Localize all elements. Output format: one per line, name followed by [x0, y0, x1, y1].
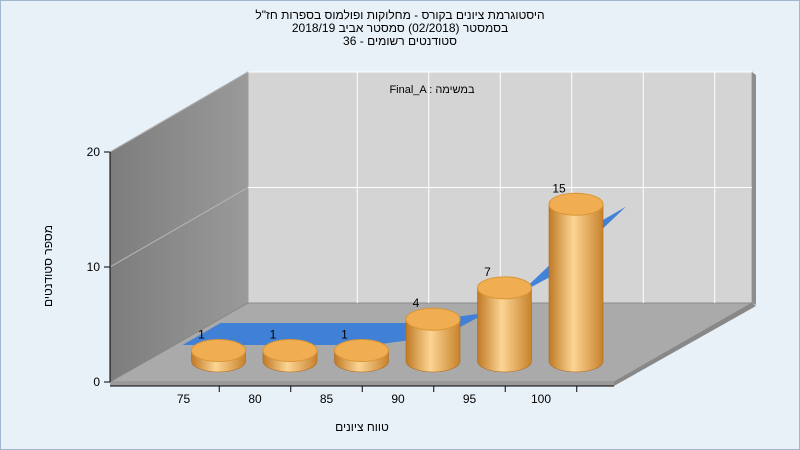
title-line-2: בסמסטר (02/2018) סמסטר אביב 2018/19	[291, 21, 509, 35]
y-axis-label: מספר סטודנטים	[41, 225, 55, 307]
x-tick-label: 95	[463, 392, 477, 406]
gridline-side	[109, 187, 249, 268]
bar-top	[262, 339, 318, 363]
x-tick-label: 80	[248, 392, 262, 406]
y-tick-label: 20	[87, 145, 101, 159]
bar-data-label: 15	[552, 181, 566, 195]
title-line-1: היסטוגרמת ציונים בקורס - מחלוקות ופולמוס…	[255, 8, 545, 22]
y-tick-label: 0	[93, 375, 100, 389]
x-axis-label: טווח ציונים	[335, 420, 389, 434]
bar-data-label: 7	[484, 265, 491, 279]
bar-top	[548, 192, 604, 216]
floor-right-edge	[614, 303, 756, 386]
bar	[548, 192, 604, 373]
bar-data-label: 1	[270, 328, 277, 342]
bar-top	[477, 276, 532, 300]
series-line-ribbon	[182, 206, 626, 345]
y-tick-label: 10	[87, 260, 101, 274]
x-tick-label: 90	[391, 392, 405, 406]
title-line-3: סטודנטים רשומים - 36	[343, 34, 457, 48]
bar-top	[191, 339, 246, 363]
bar-top	[334, 339, 389, 363]
chart-title: היסטוגרמת ציונים בקורס - מחלוקות ופולמוס…	[0, 9, 800, 48]
bar	[334, 339, 389, 373]
x-tick-label: 100	[531, 392, 551, 406]
bar-top	[405, 307, 461, 331]
bar-body	[405, 318, 461, 373]
bar	[477, 276, 532, 373]
bar-body	[548, 203, 604, 373]
bar	[405, 307, 461, 373]
bar-data-label: 1	[341, 328, 348, 342]
back-wall-right-edge	[752, 72, 756, 305]
bar	[191, 339, 246, 373]
bar-data-label: 1	[198, 328, 205, 342]
bar	[262, 339, 318, 373]
x-tick-label: 75	[177, 392, 191, 406]
gridline-side	[109, 71, 249, 153]
bar-data-label: 4	[413, 296, 420, 310]
floor-front-edge	[110, 382, 614, 386]
task-annotation: Final_A : במשימה	[389, 84, 475, 96]
bar-body	[477, 287, 532, 373]
x-tick-label: 85	[320, 392, 334, 406]
